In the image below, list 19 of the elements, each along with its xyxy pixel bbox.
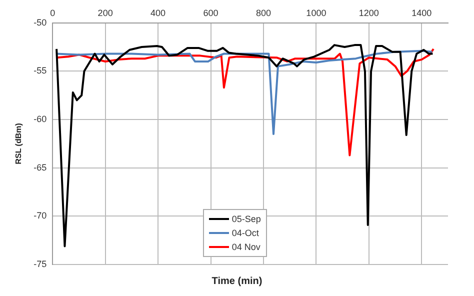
x-tick-label: 1200	[358, 8, 379, 18]
legend-label: 04-Oct	[232, 226, 259, 240]
x-tick-label: 0	[50, 8, 56, 18]
y-tick-label: -75	[34, 259, 47, 270]
x-tick-label: 800	[256, 8, 271, 18]
x-tick-label: 600	[203, 8, 218, 18]
x-tick-label: 1000	[306, 8, 326, 18]
y-tick-label: -60	[34, 114, 47, 124]
x-axis-title: Time (min)	[210, 276, 264, 287]
y-axis-title: RSL (dBm)	[14, 122, 24, 164]
legend-label: 05-Sep	[232, 212, 261, 226]
x-tick-label: 200	[98, 8, 113, 18]
legend-label: 04 Nov	[232, 240, 260, 254]
x-tick-label: 400	[150, 8, 166, 18]
y-tick-label: -65	[34, 162, 47, 172]
y-tick-label: -50	[34, 17, 47, 28]
y-tick-label: -70	[34, 210, 47, 221]
x-tick-label: 1400	[412, 8, 432, 18]
y-tick-label: -55	[34, 66, 47, 76]
